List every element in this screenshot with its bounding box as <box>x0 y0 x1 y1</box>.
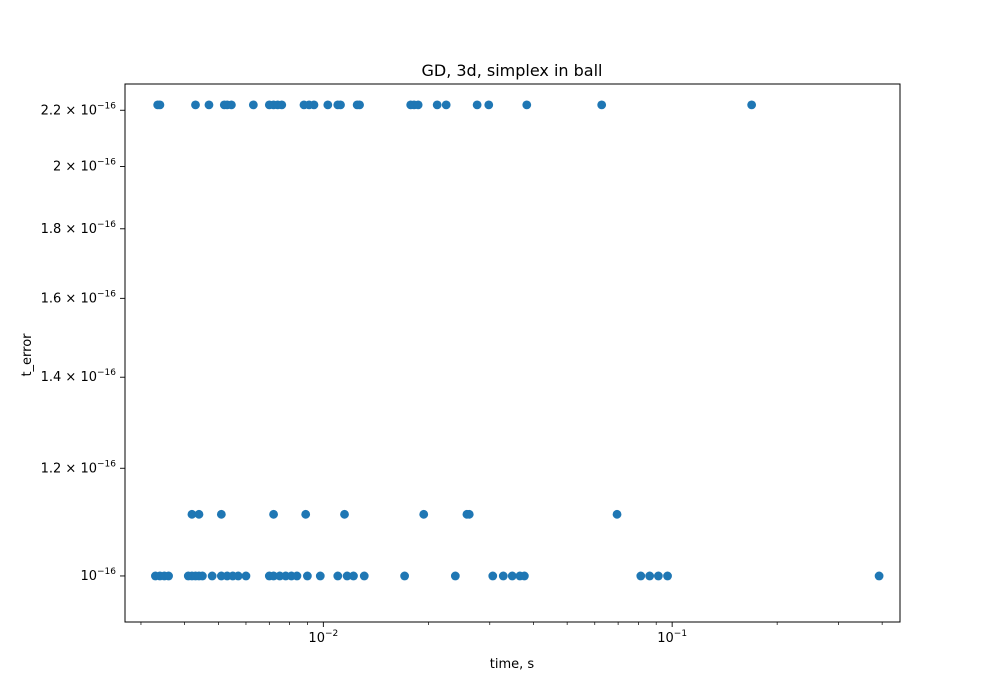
y-tick-exponent: −16 <box>97 158 116 168</box>
y-tick-label: 2 × 10−16 <box>53 158 116 175</box>
data-point <box>194 509 204 519</box>
data-point <box>204 100 214 110</box>
data-point <box>323 100 333 110</box>
data-point <box>269 509 278 519</box>
data-point <box>155 100 165 110</box>
data-point <box>663 571 672 581</box>
data-points <box>150 100 884 581</box>
y-tick-label: 10−16 <box>80 567 116 584</box>
data-point <box>187 509 197 519</box>
x-tick-base: 10 <box>657 631 674 646</box>
data-point <box>349 571 358 581</box>
y-tick-exponent: −16 <box>97 289 116 299</box>
data-point <box>519 571 529 581</box>
data-point <box>441 100 451 110</box>
data-point <box>216 509 226 519</box>
data-point <box>645 571 655 581</box>
y-tick-base: 1.8 × 10 <box>41 222 97 237</box>
data-point <box>248 100 258 110</box>
data-point <box>472 100 482 110</box>
y-tick-exponent: −16 <box>97 220 116 230</box>
data-point <box>269 571 278 581</box>
y-axis-label: t_error <box>20 333 35 377</box>
data-point <box>450 571 460 581</box>
data-point <box>464 509 474 519</box>
y-tick-exponent: −16 <box>97 368 116 378</box>
data-point <box>359 571 369 581</box>
data-point <box>292 571 302 581</box>
data-point <box>522 100 532 110</box>
data-point <box>336 100 345 110</box>
data-point <box>340 509 349 519</box>
data-point <box>636 571 646 581</box>
data-point <box>597 100 607 110</box>
y-tick-base: 2.2 × 10 <box>41 103 97 118</box>
x-tick-label: 10−1 <box>657 629 687 646</box>
data-point <box>747 100 757 110</box>
x-tick-exponent: −1 <box>674 629 687 639</box>
data-point <box>333 571 343 581</box>
y-tick-base: 10 <box>80 569 97 584</box>
data-point <box>197 571 207 581</box>
data-point <box>612 509 622 519</box>
y-tick-label: 1.4 × 10−16 <box>41 368 117 385</box>
chart-title: GD, 3d, simplex in ball <box>421 61 602 80</box>
data-point <box>432 100 442 110</box>
y-tick-label: 2.2 × 10−16 <box>41 101 117 118</box>
x-axis-label: time, s <box>490 657 535 672</box>
y-tick-base: 1.2 × 10 <box>41 461 97 476</box>
y-tick-base: 1.6 × 10 <box>41 291 97 306</box>
data-point <box>315 571 325 581</box>
x-tick-label: 10−2 <box>308 629 338 646</box>
data-point <box>355 100 364 110</box>
y-tick-exponent: −16 <box>97 459 116 469</box>
data-point <box>241 571 251 581</box>
data-point <box>413 100 423 110</box>
data-point <box>301 509 311 519</box>
y-tick-label: 1.8 × 10−16 <box>41 220 117 237</box>
y-tick-label: 1.6 × 10−16 <box>41 289 117 306</box>
y-tick-exponent: −16 <box>97 101 116 111</box>
data-point <box>874 571 884 581</box>
data-point <box>226 100 236 110</box>
data-point <box>342 571 352 581</box>
data-point <box>277 100 287 110</box>
data-point <box>400 571 410 581</box>
x-tick-exponent: −2 <box>325 629 338 639</box>
data-point <box>419 509 429 519</box>
data-point <box>507 571 517 581</box>
y-tick-label: 1.2 × 10−16 <box>41 459 117 476</box>
y-tick-base: 2 × 10 <box>53 160 97 175</box>
y-tick-base: 1.4 × 10 <box>41 370 97 385</box>
data-point <box>498 571 508 581</box>
plot-area <box>124 83 901 623</box>
data-point <box>302 571 312 581</box>
data-point <box>207 571 217 581</box>
data-point <box>233 571 243 581</box>
data-point <box>488 571 498 581</box>
y-tick-exponent: −16 <box>97 567 116 577</box>
x-tick-base: 10 <box>308 631 325 646</box>
x-axis-ticks: 10−2 10−1 <box>140 622 883 646</box>
data-point <box>653 571 663 581</box>
data-point <box>309 100 319 110</box>
data-point <box>191 100 200 110</box>
data-point <box>484 100 494 110</box>
data-point <box>164 571 173 581</box>
y-axis-ticks: 10−161.2 × 10−161.4 × 10−161.6 × 10−161.… <box>41 101 125 584</box>
